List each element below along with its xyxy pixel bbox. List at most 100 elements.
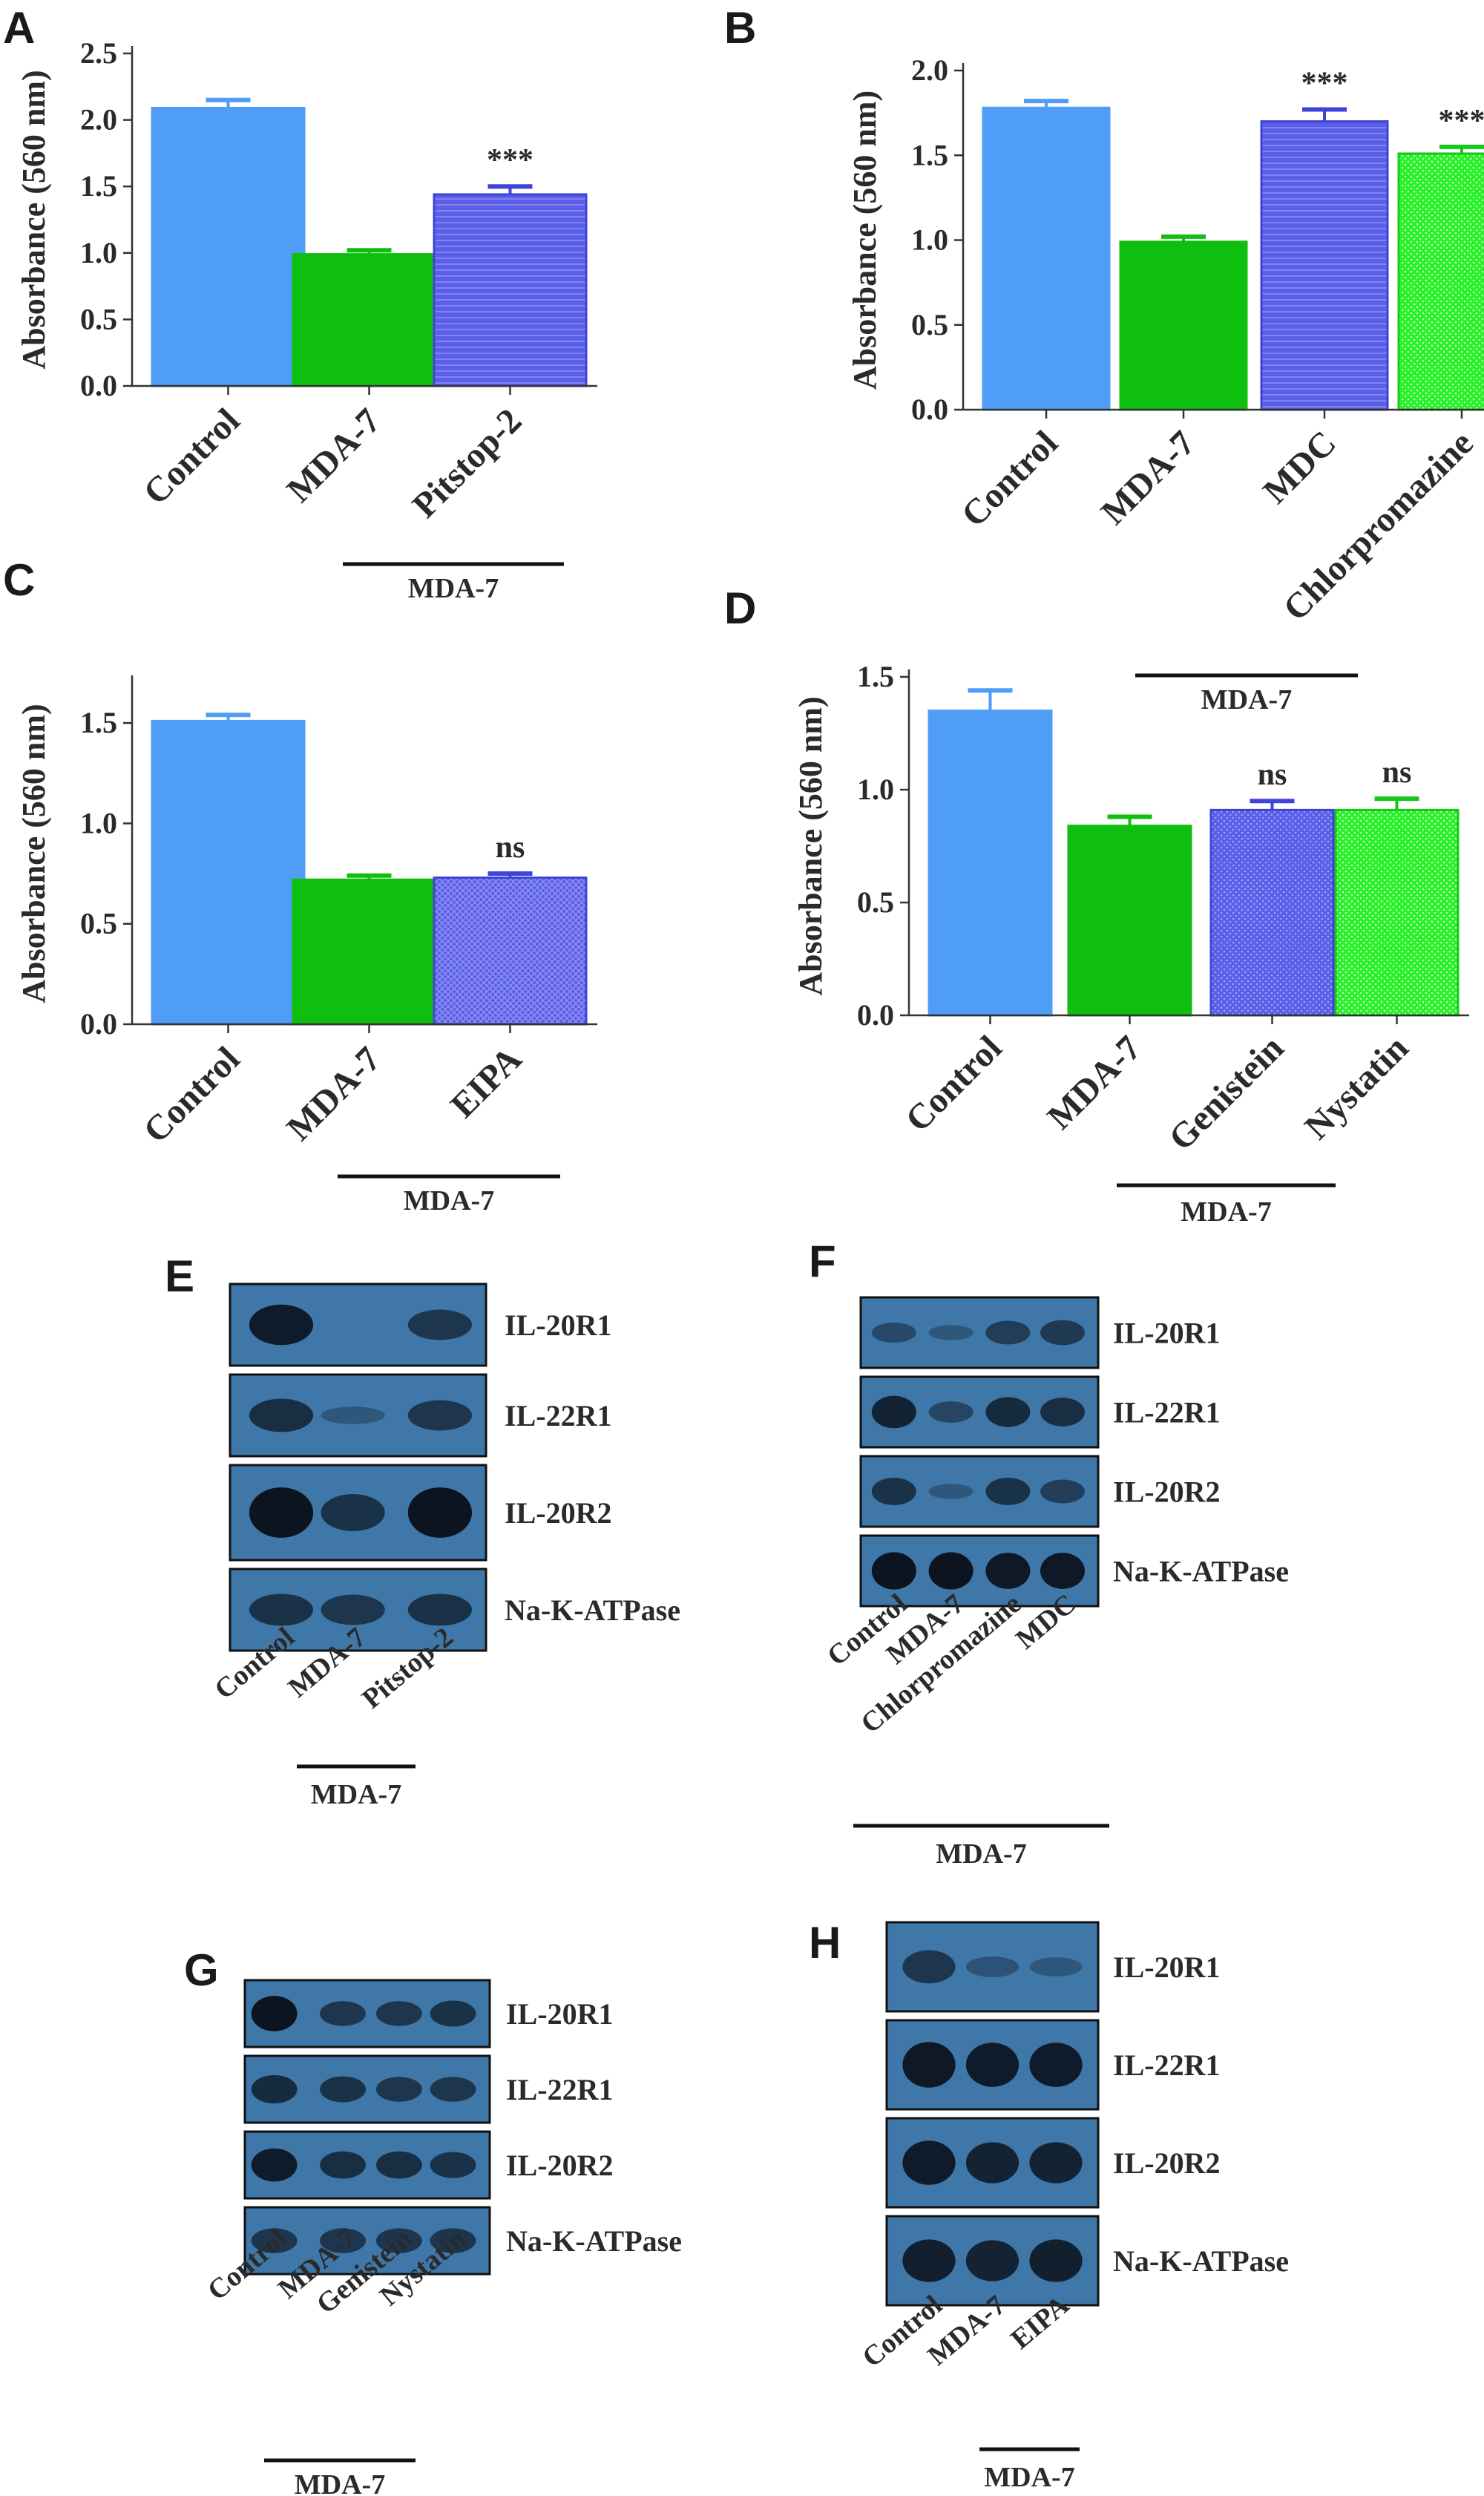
blot-row-label-f: IL-22R1 (1113, 1396, 1220, 1429)
blot-band-f (1040, 1398, 1085, 1426)
y-tick-label-d: 0.0 (857, 998, 894, 1032)
blot-row-label-g: Na-K-ATPase (506, 2224, 682, 2258)
y-axis-label-a: Absorbance (560 nm) (16, 70, 52, 369)
group-label-c: MDA-7 (404, 1185, 494, 1216)
significance-b: *** (1439, 104, 1484, 138)
x-tick-label-c: MDA-7 (279, 1039, 388, 1148)
blot-row-label-e: IL-22R1 (505, 1399, 611, 1432)
blot-band-g (430, 2228, 476, 2253)
y-tick-label-b: 1.0 (911, 223, 948, 257)
blot-band-h (965, 2142, 1020, 2184)
x-tick-label-d: Genistein (1161, 1028, 1291, 1158)
blot-band-h (1029, 1957, 1083, 1976)
group-label-d: MDA-7 (1181, 1196, 1271, 1228)
blot-band-e (407, 1593, 473, 1626)
blot-band-f (985, 1477, 1031, 1506)
blot-row-label-g: IL-20R1 (506, 1997, 613, 2031)
blot-band-h (1029, 2239, 1083, 2282)
blot-row-label-h: IL-20R1 (1113, 1950, 1220, 1984)
panel-letter-a: A (3, 3, 36, 53)
y-tick-label-a: 1.0 (80, 236, 117, 269)
blot-band-h (1029, 2142, 1083, 2184)
blot-band-g (430, 2152, 476, 2178)
blot-row-label-g: IL-22R1 (506, 2073, 613, 2106)
significance-d: ns (1382, 756, 1412, 790)
y-tick-label-b: 0.0 (911, 393, 948, 426)
bar-a (151, 106, 306, 387)
x-tick-label-b: Control (954, 423, 1066, 534)
blot-row-label-h: Na-K-ATPase (1113, 2244, 1289, 2278)
blot-row-label-h: IL-20R2 (1113, 2146, 1220, 2180)
y-tick-label-c: 0.5 (80, 907, 117, 940)
blot-band-e (321, 1494, 385, 1531)
blot-band-e (249, 1398, 314, 1432)
blot-band-h (965, 2240, 1020, 2282)
blot-row-label-g: IL-20R2 (506, 2149, 613, 2182)
blot-band-g (320, 2151, 366, 2179)
blot-band-h (965, 2043, 1020, 2087)
y-tick-label-b: 1.5 (911, 138, 948, 171)
blot-band-f (985, 1320, 1031, 1345)
bar-b (1397, 152, 1484, 411)
x-tick-label-b: MDC (1255, 423, 1344, 511)
blot-band-h (902, 2140, 956, 2185)
blot-band-g (251, 1996, 298, 2031)
bar-d (1334, 808, 1460, 1017)
blot-row-label-f: IL-20R2 (1113, 1475, 1220, 1509)
bar-a (433, 193, 588, 387)
blot-band-g (375, 2001, 422, 2026)
y-tick-label-a: 0.5 (80, 302, 117, 335)
blot-band-f (928, 1552, 974, 1590)
bar-b (1260, 120, 1389, 411)
bar-c (292, 878, 447, 1026)
blot-group-label-g: MDA-7 (295, 2469, 385, 2496)
blot-band-f (985, 1397, 1031, 1427)
blot-row-label-h: IL-22R1 (1113, 2048, 1220, 2082)
blot-band-e (249, 1487, 314, 1538)
y-tick-label-a: 2.0 (80, 103, 117, 137)
x-tick-label-d: Nystatin (1297, 1028, 1416, 1147)
blot-band-e (407, 1400, 473, 1431)
y-tick-label-c: 1.5 (80, 706, 117, 739)
blot-band-g (430, 2000, 476, 2027)
blot-band-g (320, 2228, 366, 2253)
blot-band-f (985, 1553, 1031, 1589)
panel-letter-h: H (809, 1918, 841, 1968)
blot-band-g (251, 2074, 298, 2104)
blot-band-h (965, 1956, 1020, 1977)
blot-band-h (902, 1950, 956, 1984)
blot-band-e (249, 1593, 314, 1626)
blot-band-f (928, 1325, 974, 1340)
panel-letter-f: F (809, 1236, 836, 1286)
blot-band-e (321, 1406, 385, 1424)
significance-d: ns (1258, 758, 1287, 792)
y-tick-label-b: 0.5 (911, 308, 948, 341)
blot-row-label-f: IL-20R1 (1113, 1317, 1220, 1350)
blot-band-h (902, 2239, 956, 2282)
y-tick-label-c: 1.0 (80, 806, 117, 839)
blot-band-g (320, 2001, 366, 2026)
bar-d (1209, 808, 1335, 1017)
blot-band-f (1040, 1553, 1085, 1589)
x-tick-label-c: EIPA (443, 1039, 529, 1125)
blot-band-f (871, 1322, 916, 1343)
panel-letter-d: D (724, 583, 757, 633)
blot-group-label-f: MDA-7 (936, 1838, 1026, 1870)
y-tick-label-a: 0.0 (80, 369, 117, 402)
x-tick-label-c: Control (136, 1039, 247, 1150)
bar-c (433, 876, 588, 1026)
blot-band-f (1040, 1479, 1085, 1504)
blot-band-g (251, 2228, 298, 2253)
blot-band-f (1040, 1320, 1085, 1346)
x-tick-label-d: MDA-7 (1040, 1028, 1149, 1137)
bar-a (292, 253, 447, 387)
blot-band-e (321, 1594, 385, 1625)
blot-band-h (1029, 2043, 1083, 2087)
blot-band-g (251, 2148, 298, 2182)
y-tick-label-d: 1.0 (857, 773, 894, 806)
group-label-a: MDA-7 (408, 573, 499, 604)
x-tick-label-a: Pitstop-2 (405, 401, 530, 525)
y-axis-label-d: Absorbance (560 nm) (792, 696, 829, 995)
group-label-b: MDA-7 (1201, 684, 1292, 715)
y-tick-label-a: 2.5 (80, 36, 117, 70)
